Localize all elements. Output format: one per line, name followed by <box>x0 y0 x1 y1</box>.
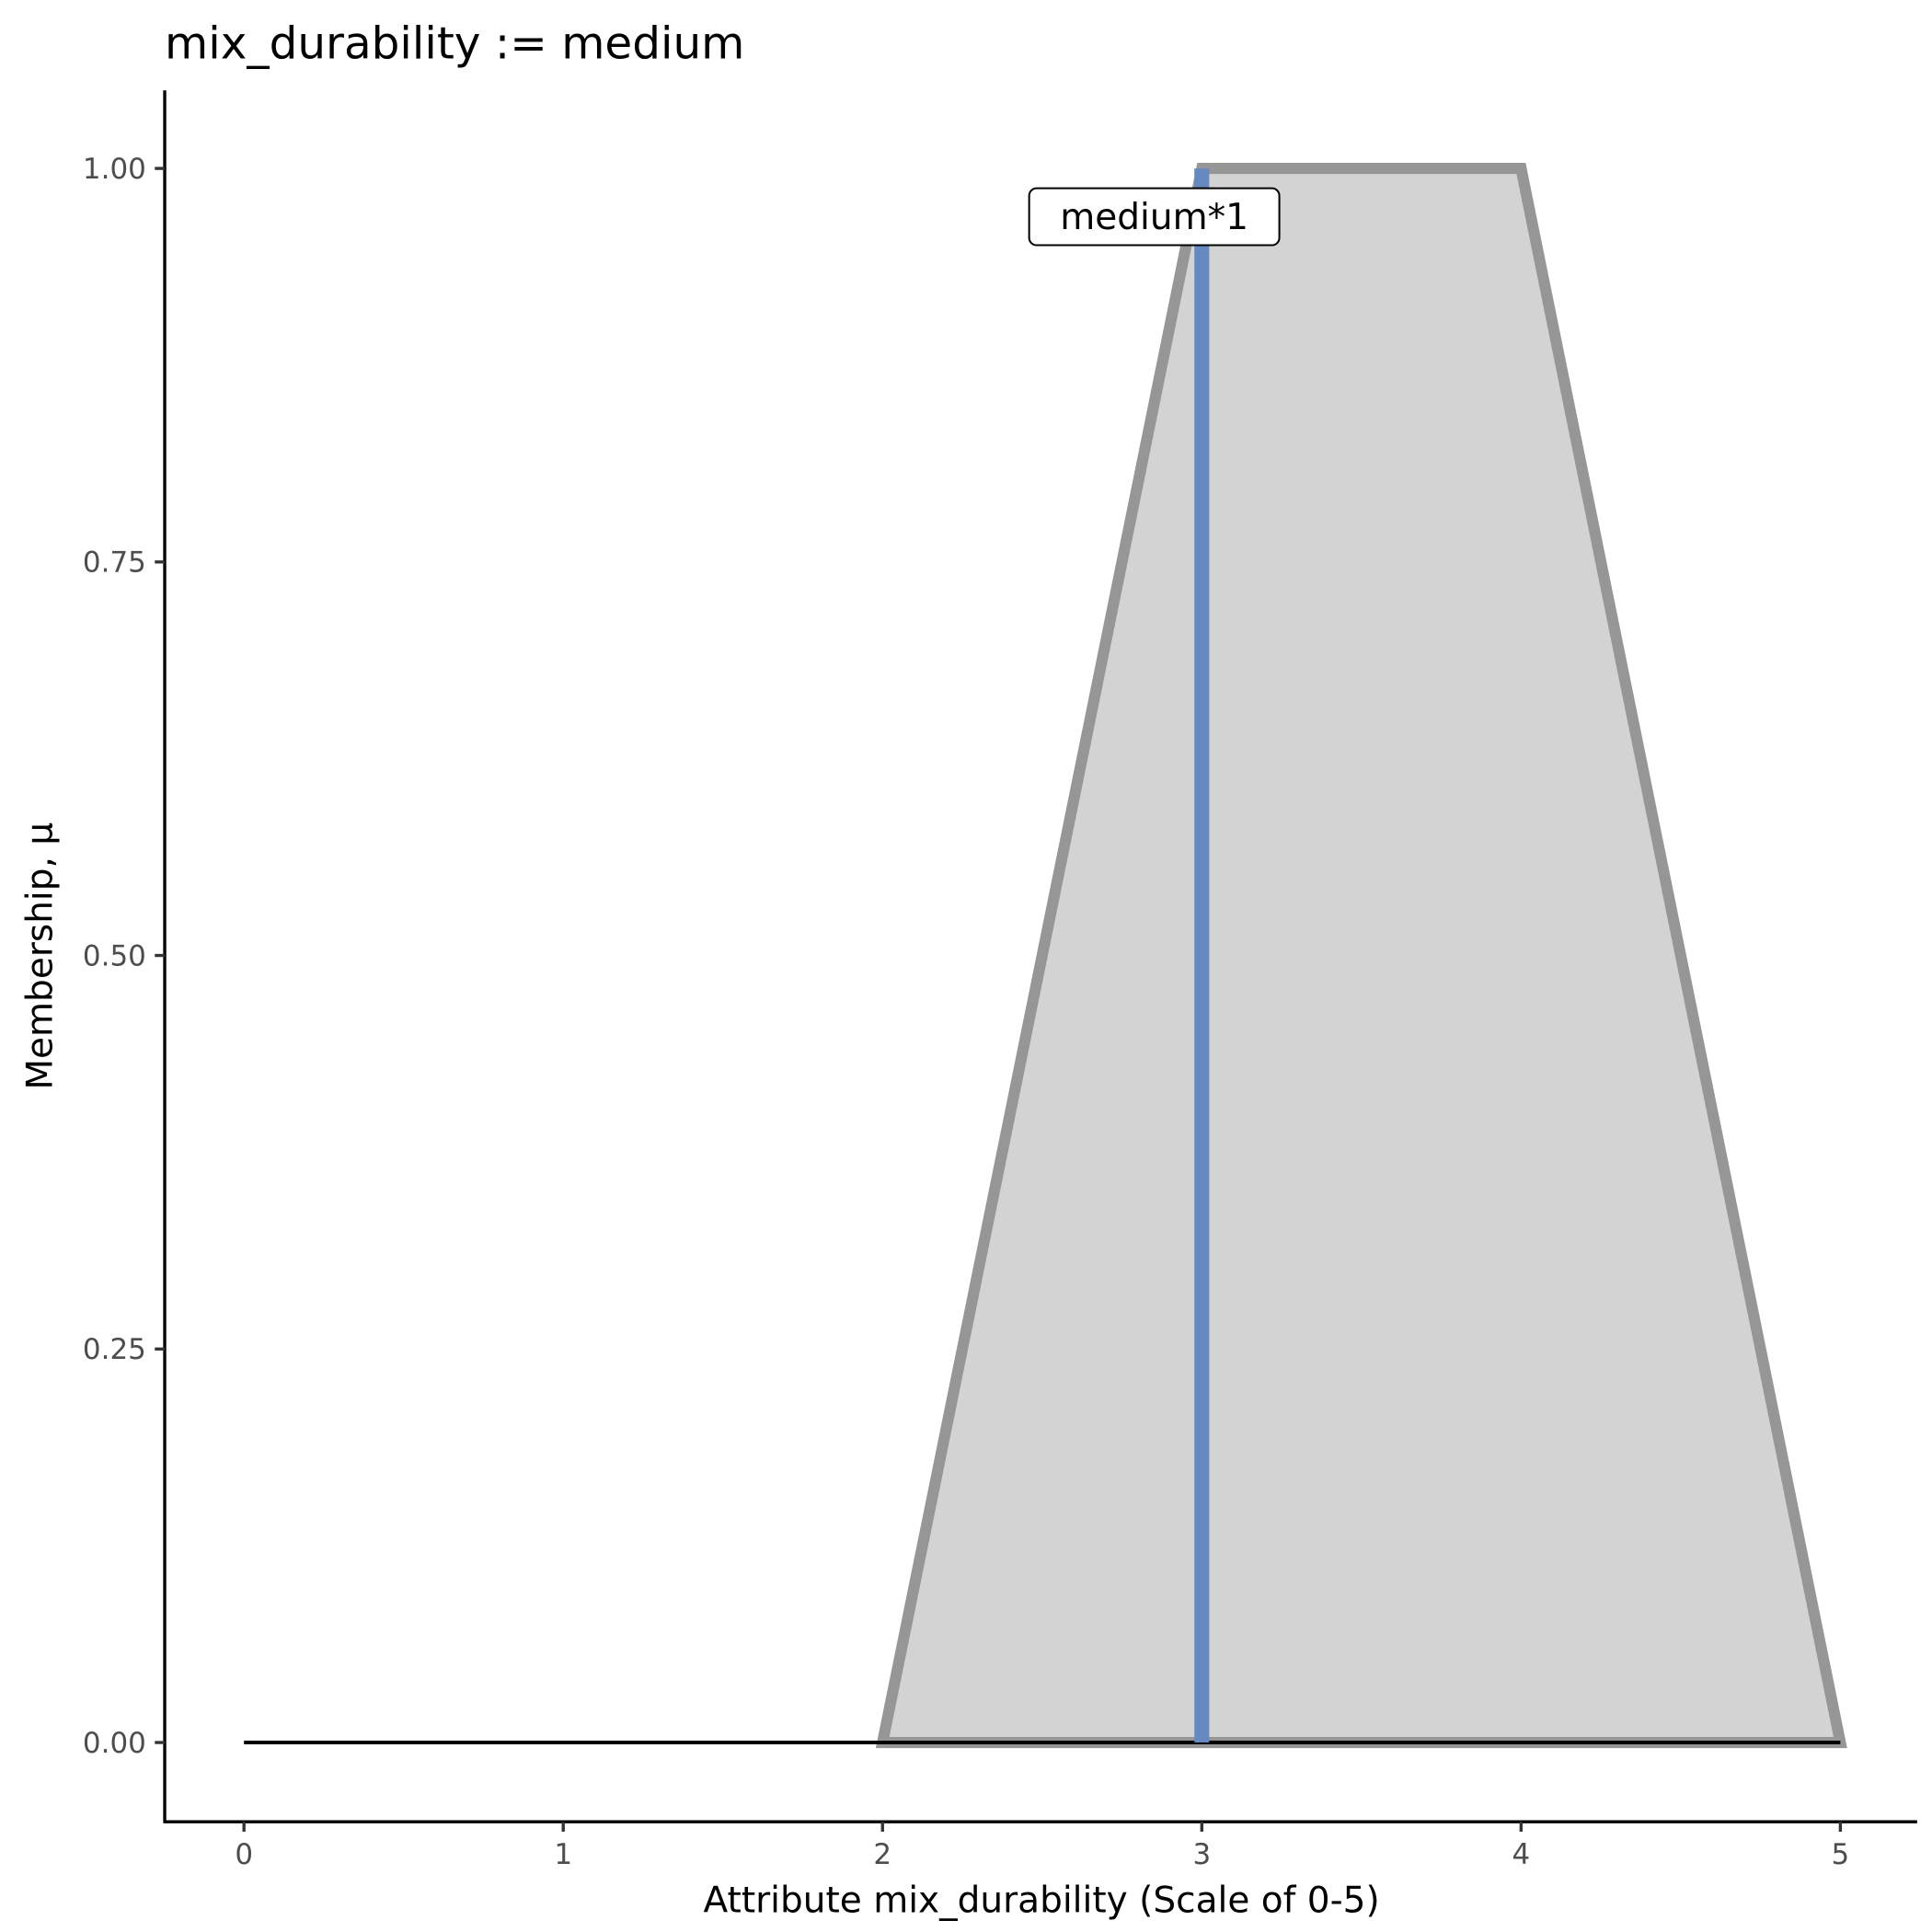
annotation-text: medium*1 <box>1060 197 1248 238</box>
annotation-box <box>1028 187 1281 247</box>
y-tick-label: 1.00 <box>83 153 146 186</box>
y-tick-label: 0.50 <box>83 939 146 972</box>
x-tick-label: 0 <box>235 1838 253 1871</box>
x-tick-label: 2 <box>873 1838 891 1871</box>
chart-title: mix_durability := medium <box>165 17 744 69</box>
x-tick-label: 5 <box>1832 1838 1850 1871</box>
x-tick-label: 3 <box>1192 1838 1211 1871</box>
y-tick-label: 0.00 <box>83 1727 146 1760</box>
x-axis-title: Attribute mix_durability (Scale of 0-5) <box>704 1880 1380 1921</box>
membership-trapezoid <box>875 163 1847 1749</box>
y-tick-label: 0.25 <box>83 1333 146 1366</box>
y-axis-title: Membership, μ <box>20 822 62 1090</box>
x-tick-label: 1 <box>554 1838 572 1871</box>
annotation-label: medium*1 <box>1028 187 1281 247</box>
x-tick-label: 4 <box>1512 1838 1530 1871</box>
y-tick-label: 0.75 <box>83 546 146 580</box>
